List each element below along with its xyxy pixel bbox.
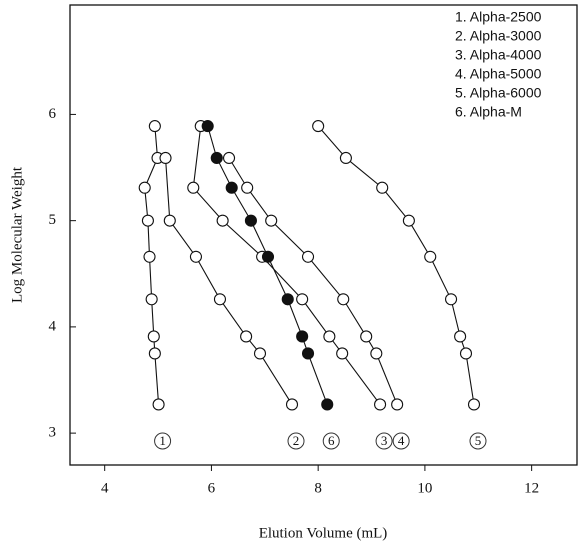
- data-point: [213, 293, 227, 306]
- curve-label-circle: [322, 432, 340, 450]
- data-point: [360, 330, 373, 343]
- curve-label: 5: [475, 433, 482, 448]
- data-point: [296, 330, 309, 343]
- data-point: [265, 214, 278, 227]
- data-point: [336, 347, 349, 360]
- data-point: [337, 293, 350, 306]
- data-point: [189, 250, 202, 263]
- series-line: [144, 126, 160, 405]
- series-line: [164, 157, 293, 405]
- data-point: [321, 398, 334, 411]
- y-tick-label: 6: [49, 106, 57, 122]
- data-point: [391, 398, 404, 411]
- data-point: [225, 181, 238, 194]
- data-point: [285, 398, 299, 411]
- curve-label: 3: [381, 433, 388, 448]
- data-point: [376, 181, 389, 194]
- y-tick-label: 4: [49, 318, 57, 334]
- y-axis-label: Log Molecular Weight: [9, 166, 25, 303]
- x-tick-label: 4: [101, 480, 109, 496]
- data-point: [323, 330, 336, 343]
- series-line: [207, 125, 328, 405]
- data-point: [370, 347, 383, 360]
- data-point: [467, 398, 481, 411]
- x-tick-label: 10: [417, 480, 432, 496]
- data-point: [253, 347, 267, 360]
- data-point: [459, 347, 473, 360]
- data-point: [210, 151, 223, 165]
- curve-label-circle: [154, 432, 172, 450]
- data-point: [374, 398, 387, 411]
- data-point: [148, 347, 161, 360]
- data-point: [454, 330, 467, 343]
- data-point: [201, 120, 214, 133]
- data-point: [241, 181, 254, 194]
- curve-label: 1: [159, 433, 166, 448]
- data-point: [445, 293, 458, 306]
- plot-frame: [69, 4, 578, 466]
- data-point: [148, 120, 161, 133]
- data-point: [147, 330, 160, 343]
- legend-entry: 6. Alpha-M: [455, 104, 522, 120]
- data-point: [159, 151, 172, 165]
- x-tick-label: 6: [208, 480, 216, 496]
- data-point: [222, 151, 236, 165]
- data-point: [244, 214, 257, 227]
- x-axis-label: Elution Volume (mL): [259, 525, 388, 541]
- data-point: [339, 151, 352, 165]
- curve-label: 6: [328, 433, 335, 448]
- curve-label-circle: [469, 432, 487, 450]
- curve-label-circle: [392, 432, 410, 450]
- data-point: [301, 250, 315, 263]
- x-tick-label: 12: [524, 480, 539, 496]
- data-point: [145, 293, 158, 306]
- data-point: [312, 120, 325, 133]
- legend-entry: 4. Alpha-5000: [455, 66, 542, 82]
- data-point: [138, 181, 151, 194]
- data-point: [240, 330, 253, 343]
- series-line: [317, 125, 475, 405]
- data-point: [143, 250, 156, 263]
- data-point: [141, 214, 154, 227]
- data-point: [281, 293, 294, 306]
- data-point: [402, 214, 415, 227]
- y-tick-label: 3: [49, 425, 57, 441]
- data-point: [187, 181, 200, 194]
- data-point: [216, 214, 229, 227]
- curve-label-circle: [375, 432, 393, 450]
- data-point: [152, 398, 165, 411]
- data-point: [296, 293, 309, 306]
- legend-entry: 3. Alpha-4000: [455, 47, 542, 63]
- legend-entry: 1. Alpha-2500: [455, 9, 542, 25]
- curve-label: 4: [398, 433, 405, 448]
- curve-label: 2: [293, 433, 300, 448]
- data-point: [163, 214, 176, 227]
- legend-entry: 2. Alpha-3000: [455, 28, 542, 44]
- curve-label-circle: [287, 432, 305, 450]
- y-tick-label: 5: [49, 212, 57, 228]
- data-point: [424, 250, 437, 263]
- data-point: [261, 250, 275, 263]
- data-point: [301, 347, 315, 360]
- x-tick-label: 8: [314, 480, 322, 496]
- legend-entry: 5. Alpha-6000: [455, 85, 542, 101]
